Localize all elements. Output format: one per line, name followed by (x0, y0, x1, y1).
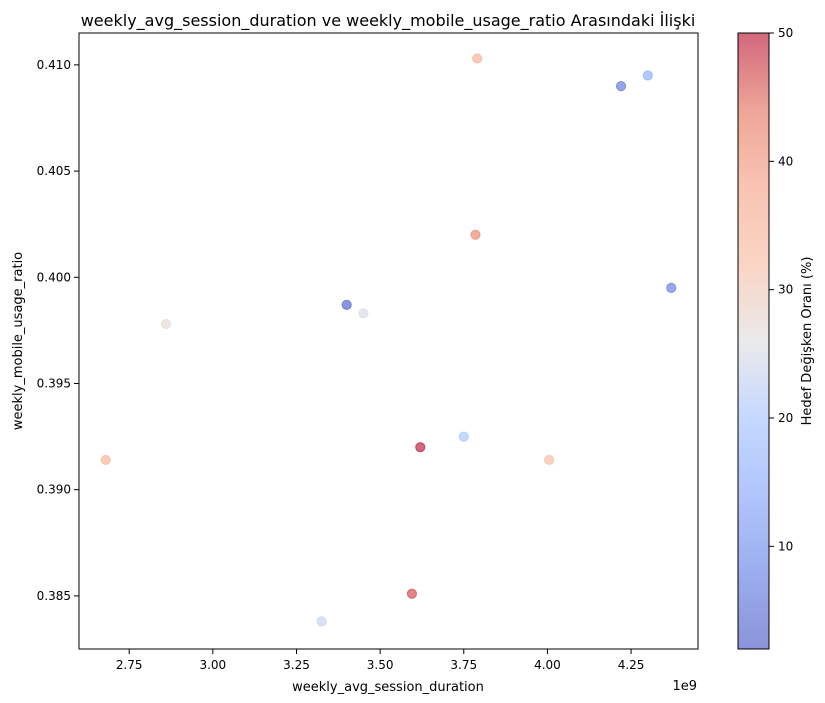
y-tick-label: 0.390 (37, 483, 71, 497)
x-tick-label: 3.75 (450, 658, 477, 672)
y-axis-ticks: 0.385 0.390 0.395 0.400 0.405 0.410 (37, 58, 79, 603)
colorbar-tick-label: 20 (778, 411, 793, 425)
scatter-point (160, 318, 172, 330)
scatter-point (615, 81, 627, 92)
y-tick-label: 0.410 (37, 58, 71, 72)
x-axis-offset-label: 1e9 (672, 679, 697, 694)
colorbar-gradient (737, 32, 770, 650)
colorbar-tick-label: 30 (778, 283, 793, 297)
x-tick-label: 3.25 (283, 658, 310, 672)
y-tick-label: 0.385 (37, 589, 71, 603)
x-tick-label: 4.25 (618, 658, 645, 672)
colorbar: 10 20 30 40 50 Hedef Değişken Oranı (%) (737, 26, 815, 650)
y-tick-label: 0.400 (37, 270, 71, 284)
x-tick-label: 3.00 (199, 658, 226, 672)
scatter-point (406, 588, 418, 599)
y-axis-label: weekly_mobile_usage_ratio (11, 252, 26, 430)
scatter-point (642, 70, 653, 81)
y-tick-label: 0.395 (37, 376, 71, 390)
x-tick-label: 3.50 (367, 658, 394, 672)
colorbar-tick-label: 40 (778, 154, 793, 168)
colorbar-ticks: 10 20 30 40 50 (769, 26, 793, 553)
x-axis-label: weekly_avg_session_duration (292, 680, 484, 695)
colorbar-tick-label: 10 (778, 539, 793, 553)
y-tick-label: 0.405 (37, 164, 71, 178)
x-tick-label: 2.75 (116, 658, 143, 672)
scatter-point (458, 431, 469, 442)
scatter-point (470, 229, 481, 240)
scatter-point (341, 299, 352, 310)
scatter-point (666, 282, 677, 293)
chart-title: weekly_avg_session_duration ve weekly_mo… (81, 11, 696, 31)
plot-frame (78, 32, 699, 650)
scatter-point (358, 308, 369, 319)
scatter-point (544, 454, 555, 466)
x-axis-ticks: 2.75 3.00 3.25 3.50 3.75 4.00 4.25 (116, 649, 645, 672)
x-tick-label: 4.00 (534, 658, 561, 672)
scatter-point (472, 53, 483, 64)
scatter-point (415, 442, 426, 453)
plot-area: 2.75 3.00 3.25 3.50 3.75 4.00 4.25 0.3850.3900… (37, 32, 699, 672)
colorbar-label: Hedef Değişken Oranı (%) (800, 257, 815, 426)
colorbar-tick-label: 50 (778, 26, 793, 40)
scatter-point (316, 616, 327, 627)
scatter-point (100, 454, 111, 466)
points-layer (100, 53, 677, 627)
